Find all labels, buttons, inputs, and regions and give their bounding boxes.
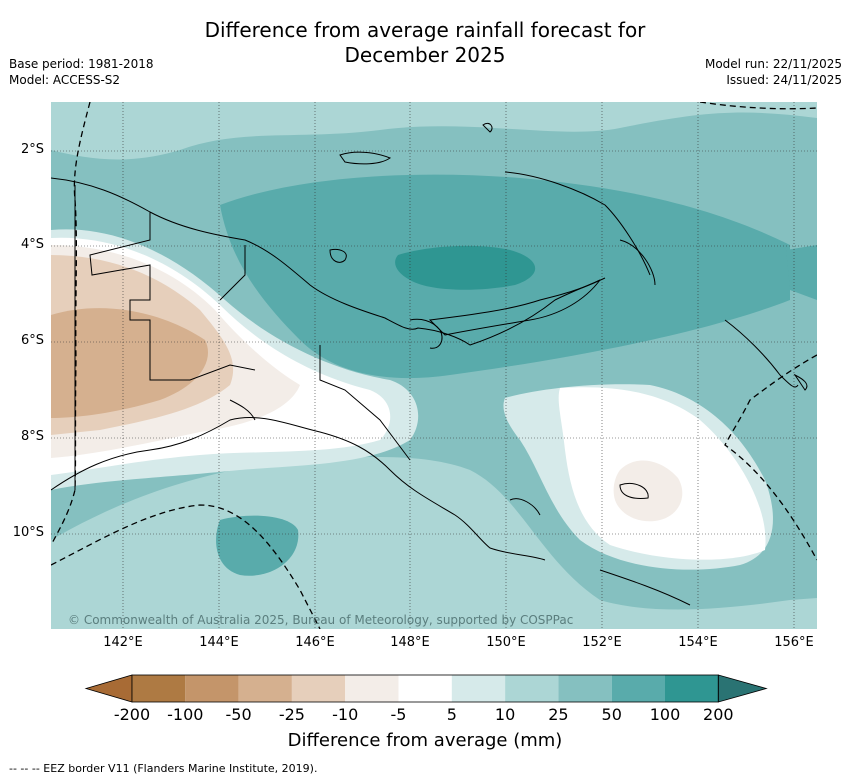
island-east: [619, 483, 649, 499]
lat-label: 10°S: [12, 525, 44, 540]
lat-label: 6°S: [20, 333, 44, 348]
title-line-2: December 2025: [344, 43, 506, 67]
lon-label: 152°E: [582, 635, 622, 650]
manus-island: [339, 151, 392, 165]
map-title: Difference from average rainfall forecas…: [0, 18, 850, 68]
new-guinea-south-coast: [51, 417, 546, 561]
anomaly-region-slight-dry-east: [613, 460, 683, 522]
colorbar-swatch: [185, 675, 239, 702]
colorbar-tick-label: 50: [601, 705, 622, 724]
lon-label: 156°E: [774, 635, 814, 650]
new-guinea-north-coast: [51, 177, 606, 346]
colorbar-swatch: [451, 675, 506, 702]
lat-label: 4°S: [20, 237, 44, 252]
colorbar-tick-label: 25: [548, 705, 569, 724]
dentrecasteaux-islands: [509, 498, 541, 516]
lat-label: 2°S: [20, 142, 44, 157]
meta-right: Model run: 22/11/2025 Issued: 24/11/2025: [705, 56, 842, 88]
colorbar-swatch: [558, 675, 612, 702]
colorbar-swatch: [665, 675, 719, 702]
colorbar-extend-min: [84, 674, 133, 703]
anomaly-region-wettest: [395, 245, 536, 290]
model-run: Model run: 22/11/2025: [704, 57, 842, 71]
eez-footnote: -- -- -- EEZ border V11 (Flanders Marine…: [9, 762, 318, 775]
model-name: Model: ACCESS-S2: [9, 73, 121, 87]
eez-west: [51, 102, 91, 546]
colorbar-tick-label: -50: [225, 705, 252, 724]
anomaly-region-drier: [51, 308, 208, 418]
graticule: [51, 102, 817, 629]
eez-north-east: [699, 102, 817, 110]
island-small-1: [329, 249, 347, 263]
island-tiny-2: [793, 373, 808, 391]
colorbar-extend-max: [717, 674, 768, 703]
louisiade-archipelago: [599, 569, 691, 606]
colorbar-outline: [131, 674, 719, 703]
anomaly-region-wet-south: [216, 515, 299, 576]
bougainville-coast: [724, 319, 799, 388]
province-border-2: [219, 245, 246, 301]
colorbar-tick-label: 100: [649, 705, 681, 724]
colorbar-tick-label: 200: [703, 705, 734, 724]
lon-label: 154°E: [678, 635, 718, 650]
colorbar-swatch: [611, 675, 665, 702]
title-line-1: Difference from average rainfall forecas…: [204, 18, 646, 42]
colorbar-tick-label: -10: [332, 705, 359, 724]
lon-label: 142°E: [103, 635, 143, 650]
island-tiny-1: [482, 122, 493, 133]
anomaly-region-light-south: [51, 457, 817, 629]
colorbar-tick-label: -100: [167, 705, 204, 724]
copyright-text: © Commonwealth of Australia 2025, Bureau…: [68, 613, 574, 627]
colorbar-tick-label: 10: [494, 705, 516, 724]
colorbar-tick-label: -200: [113, 705, 151, 724]
province-border-1: [319, 345, 411, 461]
colorbar-tick-label: -5: [390, 705, 407, 724]
lon-label: 146°E: [295, 635, 335, 650]
meta-left: Base period: 1981-2018 Model: ACCESS-S2: [9, 56, 154, 88]
colorbar-swatch: [345, 675, 399, 702]
colorbar-swatch: [505, 675, 559, 702]
eez-border: [51, 102, 817, 629]
colorbar-tick-label: 5: [446, 705, 457, 724]
issued-date: Issued: 24/11/2025: [726, 73, 842, 87]
lon-label: 148°E: [390, 635, 430, 650]
colorbar: [84, 674, 768, 703]
anomaly-region-light-north: [51, 102, 817, 160]
coastlines: [51, 122, 808, 606]
colorbar-tick-label: -25: [278, 705, 305, 724]
base-period: Base period: 1981-2018: [9, 57, 154, 71]
png-border-west: [89, 212, 256, 381]
colorbar-title: Difference from average (mm): [287, 730, 563, 751]
map-field: [51, 102, 817, 629]
new-britain-south: [428, 279, 601, 336]
colorbar-swatch: [238, 675, 292, 702]
lat-label: 8°S: [20, 429, 44, 444]
colorbar-swatch: [398, 675, 452, 702]
colorbar-swatch: [291, 675, 346, 702]
colorbar-swatch: [132, 675, 186, 702]
fly-river-delta: [229, 399, 256, 421]
eez-east: [724, 354, 817, 561]
lon-label: 144°E: [199, 635, 239, 650]
eez-south: [51, 504, 321, 629]
lon-label: 150°E: [486, 635, 526, 650]
new-ireland-coast: [619, 239, 656, 286]
